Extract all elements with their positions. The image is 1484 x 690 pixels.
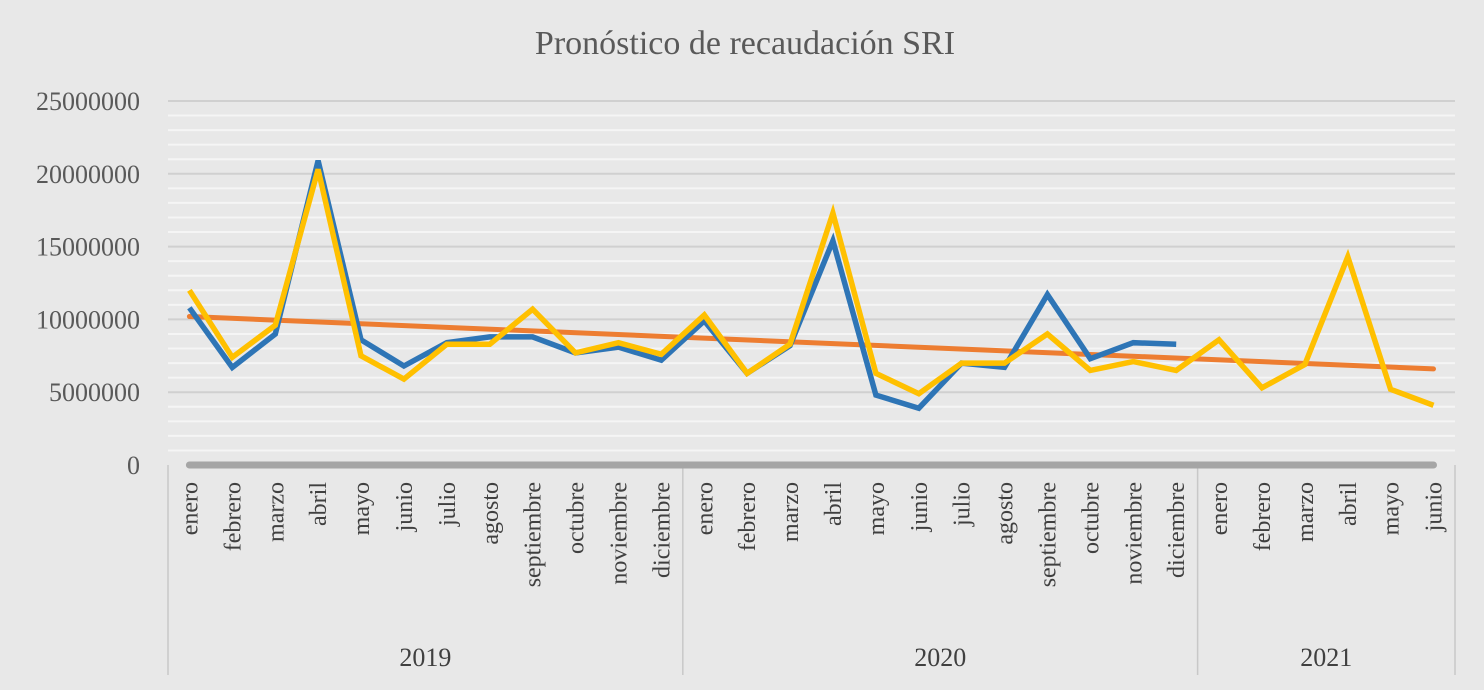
- x-tick-label: febrero: [1250, 482, 1276, 551]
- x-tick-label: marzo: [778, 482, 804, 542]
- x-group-label: 2021: [1300, 643, 1352, 672]
- x-tick-label: junio: [907, 482, 933, 532]
- x-tick-label: marzo: [1293, 482, 1319, 542]
- x-tick-label: octubre: [1078, 482, 1104, 554]
- x-tick-label: julio: [435, 482, 461, 527]
- yellow-series-line: [187, 168, 1435, 408]
- x-tick-label: diciembre: [1164, 482, 1190, 578]
- x-tick-label: abril: [821, 482, 847, 526]
- x-tick-label: febrero: [220, 482, 246, 551]
- x-tick-label: abril: [1336, 482, 1362, 526]
- x-tick-label: febrero: [735, 482, 761, 551]
- y-tick-label: 10000000: [36, 305, 140, 334]
- x-tick-label: enero: [692, 482, 718, 535]
- x-group-label: 2020: [914, 643, 966, 672]
- x-tick-label: marzo: [263, 482, 289, 542]
- x-tick-label: mayo: [864, 482, 890, 535]
- y-tick-label: 20000000: [36, 160, 140, 189]
- x-tick-label: enero: [177, 482, 203, 535]
- y-axis: 0 5000000 10000000 15000000 20000000 25000000: [36, 87, 140, 480]
- x-tick-label: junio: [1422, 482, 1448, 532]
- plot-area: [185, 160, 1437, 469]
- chart-title: Pronóstico de recaudación SRI: [535, 25, 955, 62]
- x-tick-label: diciembre: [649, 482, 675, 578]
- blue-series-line: [187, 160, 1177, 412]
- x-tick-label: agosto: [478, 482, 504, 545]
- trend-series-line: [186, 314, 1436, 372]
- y-tick-label: 5000000: [49, 378, 140, 407]
- y-tick-label: 0: [127, 451, 140, 480]
- x-tick-label: noviembre: [606, 482, 632, 585]
- x-group-label: 2019: [399, 643, 451, 672]
- x-tick-label: enero: [1207, 482, 1233, 535]
- x-tick-label: junio: [392, 482, 418, 532]
- x-tick-label: mayo: [349, 482, 375, 535]
- x-tick-label: agosto: [993, 482, 1019, 545]
- y-tick-label: 15000000: [36, 233, 140, 262]
- x-tick-label: octubre: [564, 482, 590, 554]
- x-tick-label: mayo: [1379, 482, 1405, 535]
- y-tick-label: 25000000: [36, 87, 140, 116]
- x-tick-label: noviembre: [1121, 482, 1147, 585]
- x-tick-label: abril: [306, 482, 332, 526]
- x-tick-label: julio: [950, 482, 976, 527]
- x-tick-label: septiembre: [1035, 482, 1061, 587]
- x-tick-label: septiembre: [521, 482, 547, 587]
